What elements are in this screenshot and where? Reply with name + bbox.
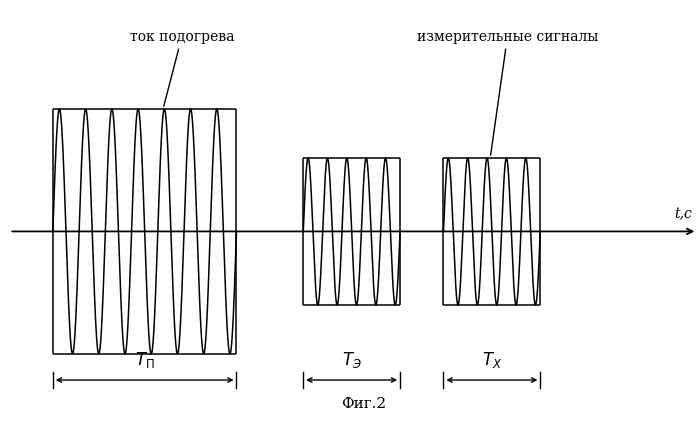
Text: $T_{X}$: $T_{X}$ (482, 350, 502, 370)
Text: измерительные сигналы: измерительные сигналы (416, 30, 598, 155)
Text: $T_{\mathit{Э}}$: $T_{\mathit{Э}}$ (342, 350, 362, 370)
Text: ток подогрева: ток подогрева (130, 30, 234, 106)
Text: Фиг.2: Фиг.2 (341, 397, 386, 411)
Text: t,с: t,с (674, 207, 692, 221)
Text: $T_{\Pi}$: $T_{\Pi}$ (135, 350, 155, 370)
